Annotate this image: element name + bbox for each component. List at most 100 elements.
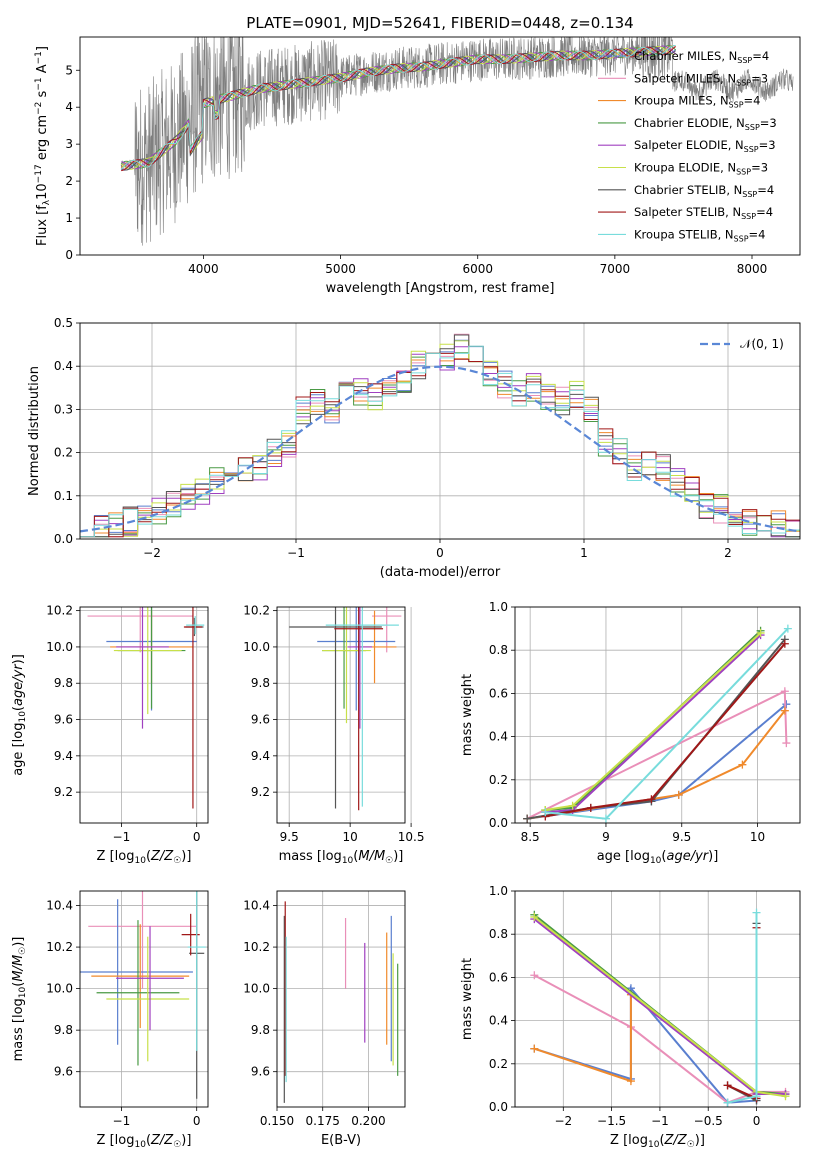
x-axis-label-part: )] bbox=[181, 1133, 191, 1148]
y-tick-label: 9.2 bbox=[251, 785, 270, 799]
x-axis-label-part: ( bbox=[146, 849, 151, 864]
figure-title: PLATE=0901, MJD=52641, FIBERID=0448, z=0… bbox=[246, 14, 633, 32]
y-axis-label-part: Normed distribution bbox=[27, 366, 42, 496]
x-tick-label: −0.5 bbox=[694, 1114, 723, 1128]
y-tick-label: 9.2 bbox=[54, 785, 73, 799]
x-axis-label-part: )] bbox=[393, 849, 403, 864]
x-axis-label-part: ☉ bbox=[173, 856, 181, 866]
y-axis-label-part: age [log bbox=[11, 723, 26, 776]
errorbar-plot-area bbox=[283, 901, 399, 1103]
x-tick-label: 2 bbox=[724, 546, 732, 560]
x-axis-label-part: ☉ bbox=[385, 856, 393, 866]
model-fit-chabrier-stelib bbox=[120, 46, 676, 171]
legend-label-value: =4 bbox=[752, 49, 769, 63]
y-tick-label: 10.0 bbox=[243, 640, 270, 654]
legend-label-value: =3 bbox=[759, 138, 776, 152]
y-tick-label: 10.2 bbox=[243, 604, 270, 618]
legend-label-sub: SSP bbox=[734, 234, 749, 243]
x-axis-label-part: ( bbox=[146, 1133, 151, 1148]
legend-label-text: Chabrier MILES, N bbox=[634, 49, 737, 63]
weight-line-chabrier-elodie bbox=[545, 630, 762, 811]
weight-point-salpeter-miles bbox=[530, 971, 539, 980]
x-tick-label: −1.5 bbox=[597, 1114, 626, 1128]
x-axis-label-part: M/M bbox=[358, 849, 385, 864]
legend-label-value: =3 bbox=[751, 71, 768, 85]
y-axis-label-part: M/M bbox=[11, 955, 26, 982]
weight-point-kroupa-elodie bbox=[568, 801, 577, 810]
weight-point-salpeter-stelib bbox=[586, 803, 595, 812]
legend-label-salpeter-elodie: Salpeter ELODIE, NSSP=3 bbox=[634, 138, 776, 154]
spectrum-plot-area bbox=[120, 37, 794, 246]
legend-label-text: Chabrier STELIB, N bbox=[634, 183, 742, 197]
x-tick-label: 4000 bbox=[188, 262, 219, 276]
weight-point-kroupa-miles bbox=[738, 760, 747, 769]
x-axis-label-part: 10 bbox=[650, 856, 662, 866]
legend-label-text: Salpeter ELODIE, N bbox=[634, 138, 744, 152]
y-axis-label-part: λ bbox=[42, 199, 52, 205]
y-tick-label: 10.2 bbox=[46, 940, 73, 954]
weight-point-kroupa-elodie bbox=[530, 912, 539, 921]
legend-label-chabrier-stelib: Chabrier STELIB, NSSP=4 bbox=[634, 183, 774, 199]
axes-frame bbox=[514, 606, 801, 824]
x-tick-label: 7000 bbox=[600, 262, 631, 276]
mass-vs-ebv-panel: 0.150 0.175 0.200 9.6 9.8 10.0 10.2 10.4 E(B-V) bbox=[243, 890, 406, 1148]
y-tick-label: 10.0 bbox=[46, 640, 73, 654]
weight-point-salpeter-miles bbox=[780, 687, 789, 696]
legend-label-sub: SSP bbox=[741, 212, 756, 221]
y-tick-label: 10.0 bbox=[46, 982, 73, 996]
x-axis-label: mass [log10(M/M☉)] bbox=[279, 849, 404, 866]
legend-label-value: =3 bbox=[751, 161, 768, 175]
y-tick-label: 0.4 bbox=[489, 730, 508, 744]
y-tick-label: 10.2 bbox=[46, 604, 73, 618]
x-axis-label-part: wavelength [Angstrom, rest frame] bbox=[326, 281, 555, 296]
y-tick-label: 0.0 bbox=[54, 532, 73, 546]
x-axis-label-part: )] bbox=[695, 1133, 705, 1148]
axes-frame bbox=[276, 890, 406, 1108]
residuals-panel: −2 −1 0 1 2 0.0 0.1 0.2 0.3 0.4 0.5 Normed distribu… bbox=[27, 316, 801, 580]
weight-line-kroupa-miles bbox=[533, 992, 758, 1095]
axes-frame bbox=[79, 890, 209, 1108]
axes-frame bbox=[79, 322, 801, 540]
y-axis-label: Flux [fλ10−17 erg cm−2 s−1 A−1] bbox=[34, 46, 52, 246]
histogram-salpeter-elodie bbox=[80, 346, 800, 538]
axes-frame bbox=[79, 606, 209, 824]
y-tick-label: 3 bbox=[65, 137, 73, 151]
weight-point-chabrier-miles bbox=[782, 700, 791, 709]
y-tick-label: 9.6 bbox=[54, 1065, 73, 1079]
x-tick-label: −1 bbox=[651, 1114, 669, 1128]
legend-label-value: =4 bbox=[757, 183, 774, 197]
x-axis-label-part: Z [log bbox=[97, 1133, 135, 1148]
x-axis-label-part: )] bbox=[708, 849, 718, 864]
y-tick-label: 0.2 bbox=[489, 773, 508, 787]
mass-weight-vs-age-panel: 8.5 9 9.5 10 0.0 0.2 0.4 0.6 0.8 1.0 mass weight ag… bbox=[460, 600, 801, 866]
histogram-kroupa-stelib bbox=[80, 345, 800, 538]
y-axis-label-part: age/yr bbox=[11, 663, 26, 706]
x-axis-label-part: Z [log bbox=[610, 1133, 648, 1148]
legend-label-sub: SSP bbox=[736, 78, 751, 87]
weight-point-salpeter-stelib bbox=[647, 795, 656, 804]
legend-label-sub: SSP bbox=[745, 123, 760, 132]
weight-point-kroupa-stelib bbox=[752, 908, 761, 917]
legend-label-value: =3 bbox=[760, 116, 777, 130]
weight-point-kroupa-miles bbox=[530, 1044, 539, 1053]
histogram-plot-area bbox=[80, 333, 800, 538]
y-tick-label: 0.8 bbox=[489, 927, 508, 941]
weight-point-kroupa-stelib bbox=[601, 814, 610, 823]
errorbar-plot-area bbox=[80, 891, 206, 1099]
x-tick-label: −1 bbox=[113, 830, 131, 844]
x-tick-label: 5000 bbox=[325, 262, 356, 276]
y-tick-label: 0.6 bbox=[489, 970, 508, 984]
legend-label-value: =4 bbox=[744, 94, 761, 108]
x-tick-label: 10.5 bbox=[398, 830, 425, 844]
weight-point-salpeter-stelib bbox=[723, 1081, 732, 1090]
y-tick-label: 1 bbox=[65, 211, 73, 225]
x-axis-label-part: mass [log bbox=[279, 849, 342, 864]
x-axis-label-part: 10 bbox=[134, 1140, 146, 1150]
y-axis-label-part: )] bbox=[11, 654, 26, 664]
x-tick-label: 0 bbox=[753, 1114, 761, 1128]
y-axis-label-part: mass [log bbox=[11, 998, 26, 1061]
y-axis-label-part: 10 bbox=[18, 711, 28, 723]
errorbar-plot-area bbox=[87, 607, 205, 809]
